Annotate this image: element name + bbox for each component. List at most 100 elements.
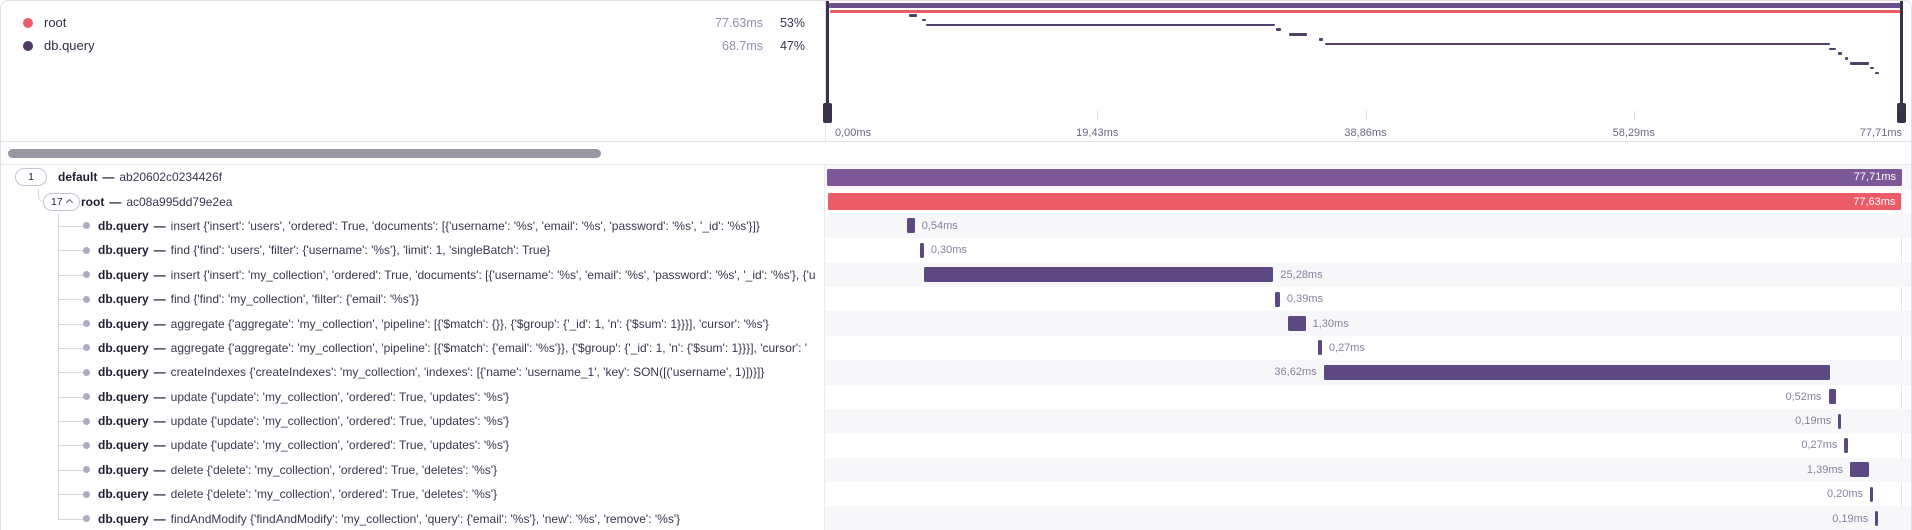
span-tree-cell[interactable]: db.query — insert {'insert': 'users', 'ord… xyxy=(1,213,825,239)
duration-label: 0,27ms xyxy=(1801,439,1838,452)
horizontal-scrollbar-thumb[interactable] xyxy=(8,149,601,158)
span-tree-cell[interactable]: 1 default — ab20602c0234426f xyxy=(1,165,825,190)
span-tree-cell[interactable]: db.query — find {'find': 'my_collection', … xyxy=(1,286,825,312)
trace-row[interactable]: db.query — update {'update': 'my_collectio… xyxy=(1,408,1911,434)
duration-label: 0,54ms xyxy=(921,219,958,232)
span-waterfall-cell: 0,30ms xyxy=(825,238,1911,262)
span-waterfall-cell: 77,71ms xyxy=(825,165,1911,190)
legend-item[interactable]: db.query 68.7ms 47% xyxy=(1,34,825,57)
title-separator: — xyxy=(153,487,166,502)
time-axis-label: 0,00ms xyxy=(835,127,872,139)
span-title: db.query — findAndModify {'findAndModify':… xyxy=(98,506,680,530)
span-tree-cell[interactable]: db.query — findAndModify {'findAndModify':… xyxy=(1,506,825,530)
trace-row[interactable]: db.query — find {'find': 'users', 'filter'… xyxy=(1,238,1911,263)
minimap-lane[interactable] xyxy=(829,1,1902,105)
span-duration-bar[interactable] xyxy=(1849,462,1870,478)
span-duration-bar[interactable]: 77,71ms xyxy=(827,169,1902,186)
tree-connector-stub xyxy=(58,225,84,227)
span-duration-bar[interactable] xyxy=(1318,340,1322,356)
trace-row[interactable]: db.query — delete {'delete': 'my_collectio… xyxy=(1,482,1911,507)
title-separator: — xyxy=(153,438,166,453)
minimap-span xyxy=(1288,33,1307,36)
duration-label: 77,63ms xyxy=(1853,195,1896,208)
span-description: delete {'delete': 'my_collection', 'orde… xyxy=(170,462,498,477)
trace-row[interactable]: db.query — aggregate {'aggregate': 'my_col… xyxy=(1,335,1911,361)
trace-row[interactable]: db.query — update {'update': 'my_collectio… xyxy=(1,384,1911,409)
span-tree-cell[interactable]: db.query — find {'find': 'users', 'filter'… xyxy=(1,238,825,263)
span-bullet xyxy=(83,344,90,352)
span-op-name: db.query xyxy=(98,340,149,355)
span-waterfall-cell: 1,39ms xyxy=(825,457,1911,483)
span-description: insert {'insert': 'my_collection', 'orde… xyxy=(170,267,816,282)
span-tree-cell[interactable]: db.query — update {'update': 'my_collectio… xyxy=(1,433,825,458)
span-waterfall-cell: 0,19ms xyxy=(825,506,1911,530)
span-bullet xyxy=(83,417,90,425)
span-duration-bar[interactable] xyxy=(1287,315,1306,331)
span-op-name: db.query xyxy=(98,292,149,307)
span-duration-bar[interactable] xyxy=(1838,413,1842,429)
span-tree-cell[interactable]: db.query — createIndexes {'createIndexes':… xyxy=(1,360,825,385)
trace-minimap[interactable]: 0,00ms 19,43ms 38,86ms 58,29ms 77,71ms xyxy=(823,1,1911,142)
trace-row[interactable]: db.query — delete {'delete': 'my_collectio… xyxy=(1,457,1911,483)
row-badge[interactable]: 1 xyxy=(15,168,47,187)
time-axis-tick xyxy=(1633,111,1635,120)
span-tree-cell[interactable]: db.query — aggregate {'aggregate': 'my_col… xyxy=(1,335,825,361)
span-duration-bar[interactable] xyxy=(907,218,915,234)
span-waterfall-cell: 1,30ms xyxy=(825,311,1911,336)
row-title: root — ac08a995dd79e2ea xyxy=(81,189,232,213)
span-bullet xyxy=(83,222,90,230)
span-title: db.query — update {'update': 'my_collectio… xyxy=(98,409,509,433)
trace-row[interactable]: db.query — update {'update': 'my_collectio… xyxy=(1,433,1911,458)
title-separator: — xyxy=(153,218,166,233)
span-tree-cell[interactable]: db.query — insert {'insert': 'my_collectio… xyxy=(1,262,825,287)
trace-row[interactable]: db.query — insert {'insert': 'my_collectio… xyxy=(1,262,1911,287)
span-duration-bar[interactable] xyxy=(1870,486,1874,502)
span-tree-cell[interactable]: db.query — update {'update': 'my_collectio… xyxy=(1,408,825,434)
span-waterfall-cell: 0,20ms xyxy=(825,482,1911,506)
time-axis-tick xyxy=(1097,111,1099,120)
span-duration-bar[interactable]: 77,63ms xyxy=(827,193,1902,210)
span-tree-cell[interactable]: db.query — aggregate {'aggregate': 'my_col… xyxy=(1,311,825,336)
span-tree-cell[interactable]: 17 root — ac08a995dd79e2ea xyxy=(1,189,825,214)
span-duration-bar[interactable] xyxy=(1323,364,1831,380)
row-badge[interactable]: 17 xyxy=(43,192,80,211)
waterfall-lane: 25,28ms xyxy=(827,263,1902,287)
title-separator: — xyxy=(153,340,166,355)
tree-connector-trunk xyxy=(58,506,59,519)
waterfall-lane: 0,19ms xyxy=(827,506,1902,530)
minimap-left-handle[interactable] xyxy=(826,1,829,104)
trace-row[interactable]: db.query — createIndexes {'createIndexes':… xyxy=(1,360,1911,385)
legend-item[interactable]: root 77.63ms 53% xyxy=(1,11,825,34)
trace-row[interactable]: db.query — insert {'insert': 'users', 'ord… xyxy=(1,213,1911,239)
minimap-right-handle[interactable] xyxy=(1900,1,1903,104)
span-duration-bar[interactable] xyxy=(1844,437,1849,453)
minimap-span xyxy=(1844,57,1849,60)
trace-row[interactable]: db.query — findAndModify {'findAndModify':… xyxy=(1,506,1911,530)
horizontal-scrollbar[interactable] xyxy=(1,142,1911,165)
span-duration-bar[interactable] xyxy=(923,267,1274,283)
minimap-right-handle-grip[interactable] xyxy=(1897,103,1906,123)
minimap-left-handle-grip[interactable] xyxy=(823,103,832,123)
minimap-span xyxy=(1275,28,1282,31)
span-duration-bar[interactable] xyxy=(1875,511,1879,527)
span-duration-bar[interactable] xyxy=(919,242,924,258)
minimap-span xyxy=(829,3,1902,8)
span-tree-cell[interactable]: db.query — delete {'delete': 'my_collectio… xyxy=(1,482,825,507)
title-separator: — xyxy=(153,316,166,331)
trace-row[interactable]: db.query — aggregate {'aggregate': 'my_col… xyxy=(1,311,1911,336)
trace-row[interactable]: 1 default — ab20602c0234426f 77,71ms xyxy=(1,165,1911,190)
transaction-name: default xyxy=(58,170,98,185)
legend-color-dot xyxy=(23,17,33,28)
minimap-span xyxy=(829,10,1902,13)
transaction-name: root xyxy=(81,194,105,209)
span-tree-cell[interactable]: db.query — update {'update': 'my_collectio… xyxy=(1,384,825,409)
trace-row[interactable]: 17 root — ac08a995dd79e2ea 77,63ms xyxy=(1,189,1911,214)
span-title: db.query — aggregate {'aggregate': 'my_col… xyxy=(98,336,807,360)
span-duration-bar[interactable] xyxy=(1828,389,1836,405)
span-tree-cell[interactable]: db.query — delete {'delete': 'my_collectio… xyxy=(1,457,825,483)
waterfall-lane: 1,30ms xyxy=(827,311,1902,335)
time-axis-tick xyxy=(1365,111,1367,120)
waterfall-lane: 0,27ms xyxy=(827,433,1902,457)
span-duration-bar[interactable] xyxy=(1274,291,1280,307)
trace-row[interactable]: db.query — find {'find': 'my_collection', … xyxy=(1,286,1911,312)
